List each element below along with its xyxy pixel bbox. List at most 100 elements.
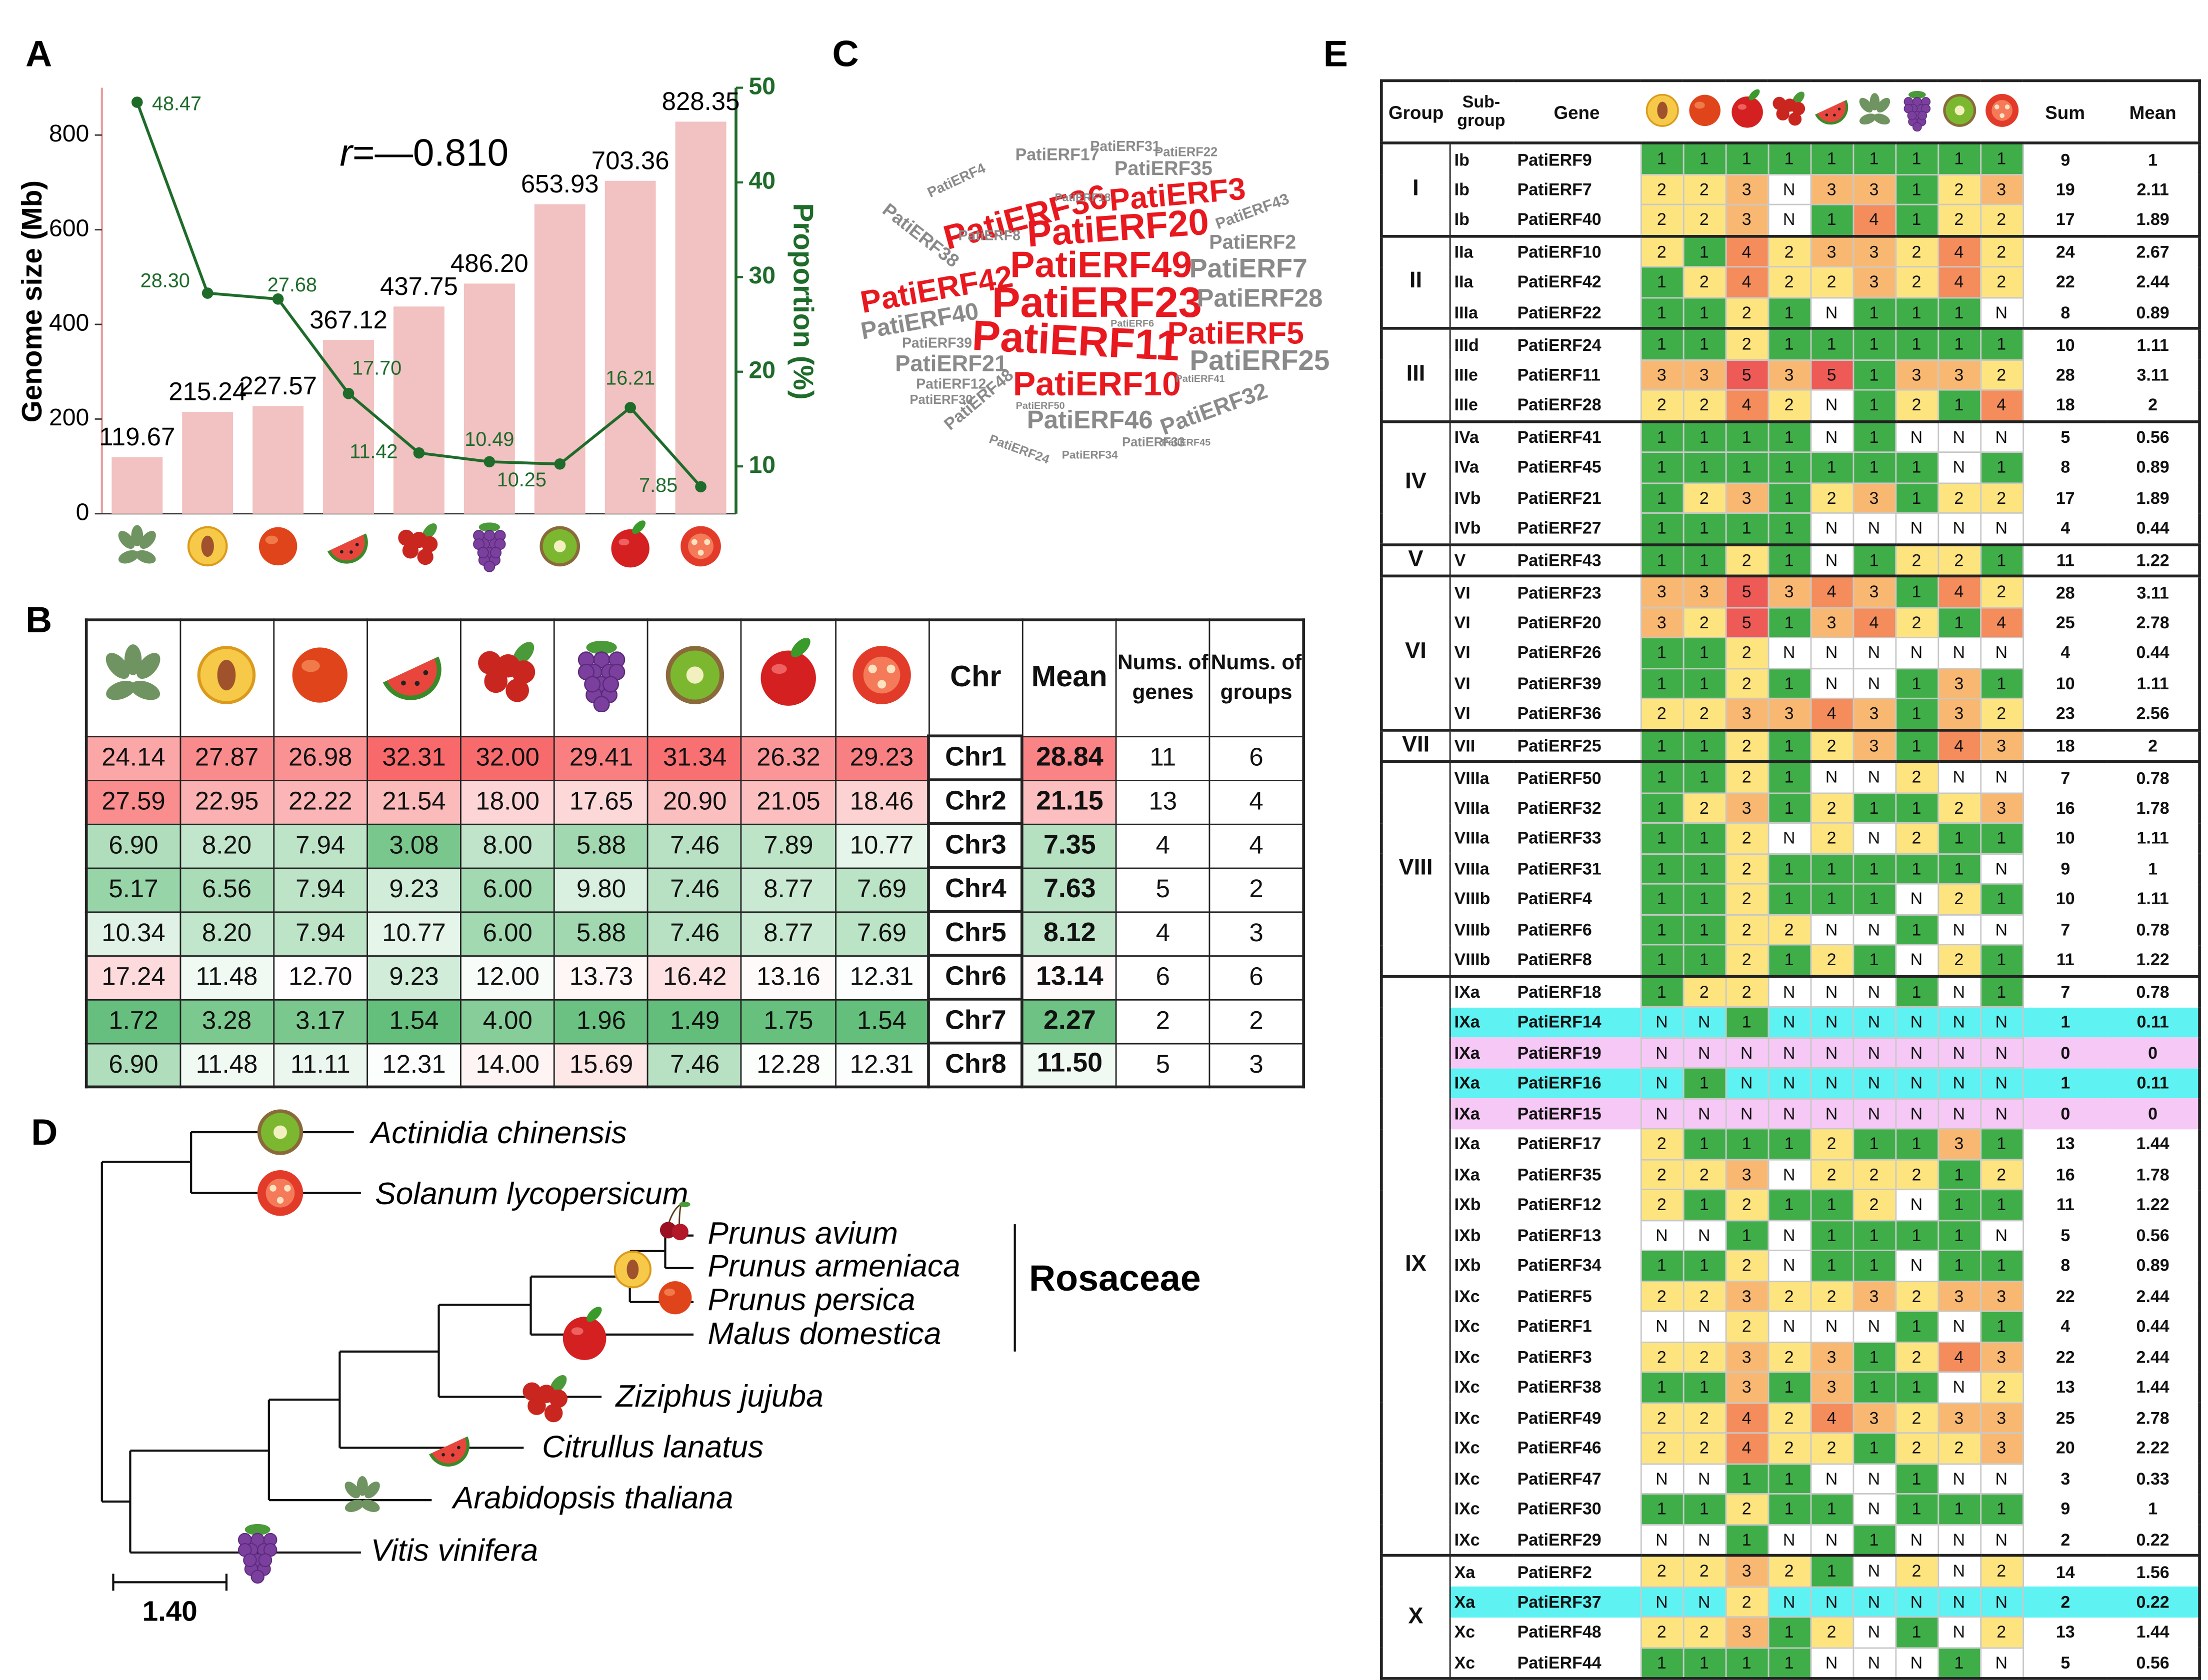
species-header [1768,80,1810,144]
level-cell: 4 [1936,728,1981,762]
level-cell: 1 [1894,974,1938,1008]
level-cell: 3 [1810,173,1854,205]
level-cell: 1 [1640,637,1684,669]
level-cell: 2 [1724,1310,1769,1343]
sum-cell: 8 [2060,1256,2070,1276]
level-cell: 2 [1810,728,1854,762]
line-point [624,402,636,413]
level-cell: 2 [1682,389,1726,422]
icon-part [131,525,144,546]
groups-cell: 4 [1209,823,1304,869]
species-header [1682,80,1726,144]
species-icon [1858,92,1890,124]
level-cell: 3 [1640,574,1684,608]
mean-cell: 1 [2148,1499,2158,1519]
level-cell: 2 [1979,358,2024,391]
bar [112,457,163,514]
icon-part [456,1446,460,1450]
species-icon [327,533,368,564]
level-cell: 3 [1979,792,2024,824]
species-icon [562,1307,606,1360]
mean-cell: 0.33 [2136,1469,2170,1489]
word: PatiERF41 [1176,373,1225,384]
level-cell: 1 [1852,792,1896,824]
level-cell: N [1767,1523,1812,1557]
species-label: Arabidopsis thaliana [451,1481,734,1516]
icon-part [586,1307,602,1322]
sum-cell: 16 [2056,798,2075,818]
mean-cell: 1.22 [2108,542,2200,576]
subgroup-cell: Xc [1454,1652,1476,1673]
table-row: IXc PatiERF1 N N 2 N N N 1 N 1 4 0.44 [1382,1310,2200,1343]
level-cell: 1 [1724,1128,1769,1160]
panel-label: B [26,599,52,640]
species-icon-box [1688,94,1720,125]
line-label: 16.21 [606,367,655,389]
level-cell: 2 [1894,1554,1938,1588]
level-cell: N [1936,1616,1981,1649]
species-header [1725,80,1768,144]
level-cell: 1 [1894,296,1938,329]
level-cell: 1 [1979,451,2024,483]
table-row: IXa PatiERF35 2 2 3 N 2 2 2 1 2 16 1.78 [1382,1158,2200,1191]
mean-cell: 0.78 [2108,974,2200,1007]
sum-cell: 7 [2060,919,2070,940]
level-cell: N [1767,1067,1812,1099]
sum-cell: 22 [2056,1347,2075,1367]
level-cell: 1 [1682,1493,1726,1525]
icon-part [442,1453,445,1457]
level-cell: N [1724,1097,1769,1130]
level-cell: 3 [1640,606,1684,638]
icon-part [270,1185,276,1192]
level-cell: 2 [1810,1128,1854,1160]
level-cell: N [1979,1097,2024,1130]
mean-cell: 2.78 [2136,1408,2170,1428]
heat-cell: 1.72 [86,998,181,1044]
subgroup-cell: IVa [1454,457,1479,477]
table-row: III IIId PatiERF24 1 1 2 1 1 1 1 1 1 10 1.11 [1381,327,2200,421]
species-icon [257,1170,304,1216]
level-cell: N [1810,542,1854,577]
icon-part [1688,94,1720,125]
level-cell: N [1640,1006,1684,1038]
level-cell: 1 [1682,1250,1726,1282]
heat-cell: 12.70 [272,954,368,1000]
level-cell: 2 [1682,606,1726,638]
heat-cell: 14.00 [460,1042,556,1088]
level-cell: N [1979,760,2024,793]
level-cell: 1 [1894,697,1938,730]
level-cell: N [1767,1250,1812,1282]
level-cell: 1 [1640,852,1684,885]
level-cell: 1 [1936,296,1981,329]
level-cell: 1 [1852,296,1896,329]
table-row: 1.72 3.28 3.17 1.54 4.00 1.96 1.49 1.75 1.54 Chr7… [86,998,1304,1045]
level-cell: 2 [1979,266,2024,298]
group-cell: VII [1381,728,1450,762]
icon-part [490,547,502,559]
level-cell: 3 [1936,358,1981,391]
icon-part [302,659,320,672]
icon-part [422,523,437,540]
genes-cell: 11 [1115,735,1210,781]
species-header [460,619,556,737]
level-cell: N [1682,1463,1726,1495]
species-icon-box [1858,92,1890,124]
icon-part [402,680,407,685]
chr-cell: Chr3 [927,822,1024,869]
sum-cell: 13 [2056,1134,2075,1154]
heat-cell: 1.49 [647,998,742,1044]
level-cell: 1 [1936,606,1981,638]
level-cell: 1 [1852,1341,1896,1373]
line-label: 48.47 [152,93,202,115]
level-cell: 4 [1724,1432,1769,1464]
species-icon-box [760,637,816,706]
group-cell: VI [1381,574,1450,730]
level-cell: 4 [1724,266,1769,298]
heat-cell: 1.54 [366,998,462,1044]
table-row: IXc PatiERF5 2 2 3 2 2 3 2 3 3 22 2.44 [1382,1280,2200,1312]
level-cell: 3 [1724,1158,1769,1191]
species-icon [344,1476,380,1512]
table-row: 24.14 27.87 26.98 32.31 32.00 29.41 31.34 26.32… [86,734,1304,781]
clade-label: Rosaceae [1029,1257,1201,1299]
heat-cell: 7.89 [740,823,836,869]
